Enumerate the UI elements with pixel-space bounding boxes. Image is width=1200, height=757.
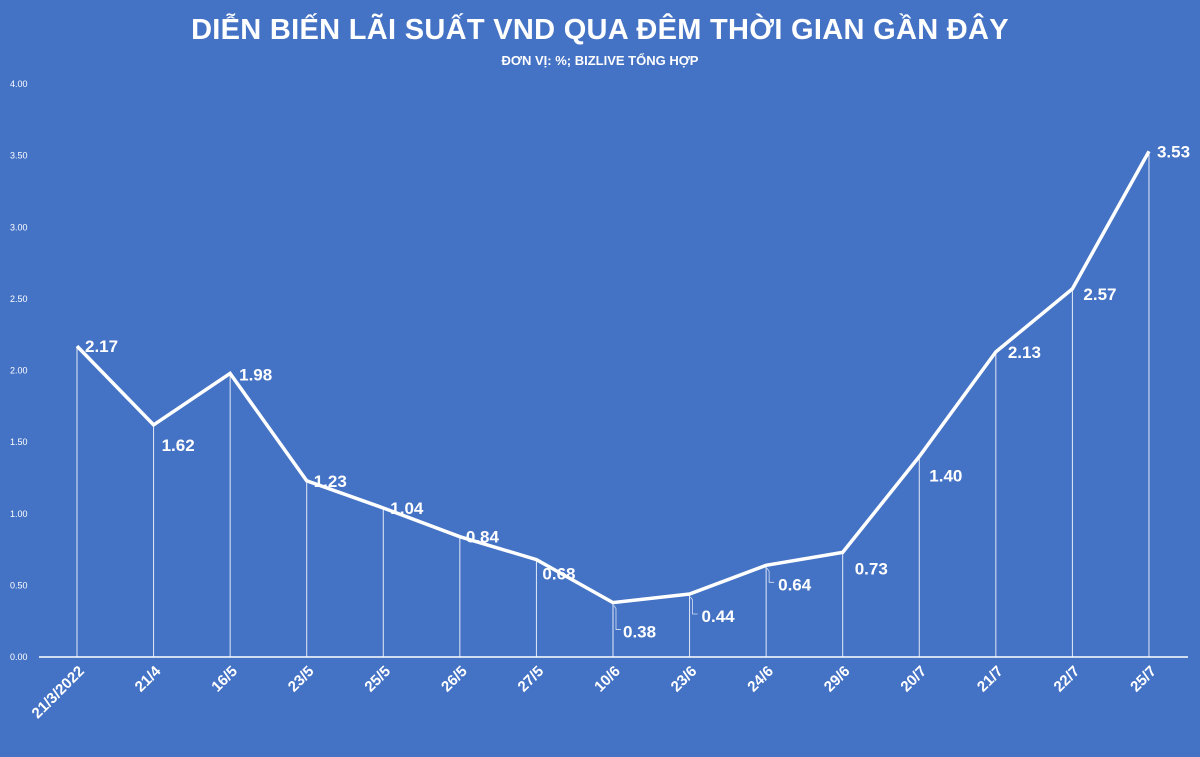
x-tick-label: 21/3/2022	[29, 663, 88, 722]
x-tick-label: 29/6	[821, 663, 854, 696]
data-label: 2.57	[1083, 285, 1116, 304]
data-label: 1.40	[929, 466, 962, 485]
data-label: 2.17	[85, 337, 118, 356]
y-tick-label: 0.50	[10, 580, 28, 590]
leader-line	[690, 596, 698, 615]
y-tick-label: 2.00	[10, 366, 28, 376]
x-tick-label: 10/6	[591, 663, 624, 696]
leader-line	[766, 568, 775, 583]
data-label: 0.73	[855, 559, 888, 578]
y-tick-label: 3.50	[10, 151, 28, 161]
data-label: 0.68	[542, 565, 575, 584]
x-tick-label: 26/5	[438, 663, 471, 696]
x-tick-label: 21/4	[132, 662, 165, 695]
chart-title: DIỄN BIẾN LÃI SUẤT VND QUA ĐÊM THỜI GIAN…	[191, 14, 1009, 46]
data-label: 0.84	[466, 528, 500, 547]
x-tick-label: 21/7	[974, 663, 1007, 696]
x-tick-label: 23/6	[668, 663, 701, 696]
chart-subtitle: ĐƠN VỊ: %; BIZLIVE TỔNG HỢP	[501, 53, 699, 68]
y-tick-label: 1.50	[10, 437, 28, 447]
drop-lines	[76, 151, 1150, 657]
x-tick-label: 23/5	[285, 663, 318, 696]
data-label: 3.53	[1157, 142, 1190, 161]
x-tick-label: 16/5	[208, 663, 241, 696]
leader-line	[613, 605, 621, 630]
y-tick-label: 4.00	[10, 79, 28, 89]
data-label: 1.62	[162, 436, 195, 455]
data-label: 0.64	[778, 575, 812, 594]
y-tick-label: 2.50	[10, 294, 28, 304]
data-label: 1.23	[314, 472, 347, 491]
x-tick-label: 20/7	[897, 663, 930, 696]
y-tick-label: 0.00	[10, 652, 28, 662]
y-tick-label: 3.00	[10, 222, 28, 232]
data-label: 1.04	[390, 499, 424, 518]
data-label: 1.98	[239, 365, 272, 384]
x-tick-label: 25/5	[361, 663, 394, 696]
x-tick-label: 24/6	[744, 663, 777, 696]
x-axis: 21/3/2022 21/4 16/5 23/5 25/5 26/5 27/5 10/6 23/…	[29, 662, 1160, 722]
y-tick-label: 1.00	[10, 509, 28, 519]
data-labels: 2.17 1.62 1.98 1.23 1.04 0.84 0.68 0.38 0.44 0.64…	[85, 142, 1190, 641]
data-label: 0.44	[702, 607, 736, 626]
x-tick-label: 25/7	[1127, 663, 1160, 696]
x-tick-label: 22/7	[1051, 663, 1084, 696]
y-axis: 0.00 0.50 1.00 1.50 2.00 2.50 3.00 3.50 4.00	[10, 79, 28, 662]
data-label: 2.13	[1008, 343, 1041, 362]
data-label: 0.38	[623, 623, 656, 642]
x-tick-label: 27/5	[515, 663, 548, 696]
series-line	[75, 150, 1151, 605]
